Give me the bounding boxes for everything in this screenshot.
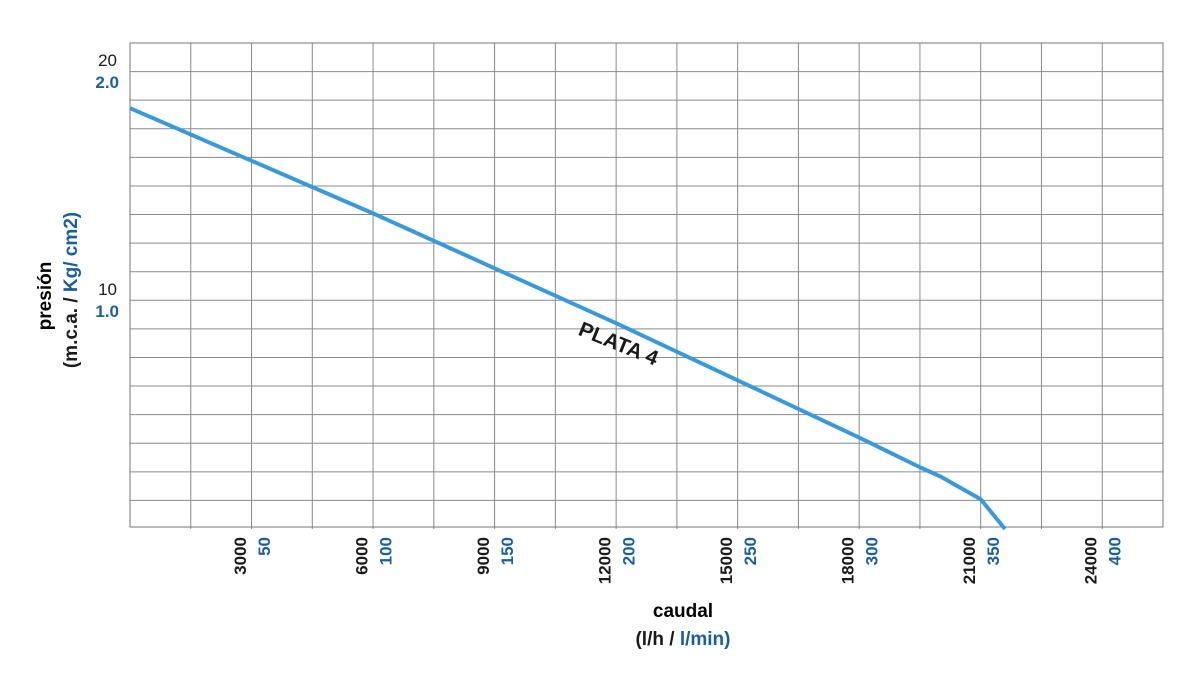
- y-tick-label: 20: [98, 51, 117, 70]
- x2-tick-label: 400: [1106, 537, 1125, 565]
- x2-tick-label: 50: [255, 537, 274, 556]
- x2-tick-label: 350: [984, 537, 1003, 565]
- x2-tick-label: 100: [377, 537, 396, 565]
- y-units-primary: (m.c.a. /: [61, 297, 82, 368]
- y-axis-label: presión: [35, 262, 56, 331]
- x-axis-label: caudal: [653, 601, 713, 622]
- y-tick-label: 10: [98, 280, 117, 299]
- x2-tick-label: 200: [620, 537, 639, 565]
- plot-frame: [129, 42, 1164, 528]
- x-tick-label: 9000: [474, 537, 493, 575]
- y2-tick-label: 1.0: [95, 302, 119, 321]
- x-tick-label: 21000: [960, 537, 979, 584]
- series-line: [129, 106, 1007, 531]
- x-units-primary: (l/h /: [635, 629, 675, 650]
- x-tick-label: 18000: [839, 537, 858, 584]
- y-axis-units: (m.c.a. / Kg/ cm2): [61, 212, 82, 368]
- x2-tick-label: 250: [741, 537, 760, 565]
- x-units-secondary: l/min): [680, 629, 731, 650]
- x2-tick-label: 150: [498, 537, 517, 565]
- x-tick-label: 6000: [353, 537, 372, 575]
- y-units-secondary: Kg/ cm2): [61, 212, 82, 292]
- x-axis-units: (l/h / l/min): [635, 629, 730, 650]
- x-tick-label: 3000: [231, 537, 250, 575]
- y2-tick-label: 2.0: [95, 73, 119, 92]
- x2-tick-label: 300: [863, 537, 882, 565]
- x-tick-label: 24000: [1082, 537, 1101, 584]
- x-tick-label: 12000: [596, 537, 615, 584]
- x-tick-label: 15000: [717, 537, 736, 584]
